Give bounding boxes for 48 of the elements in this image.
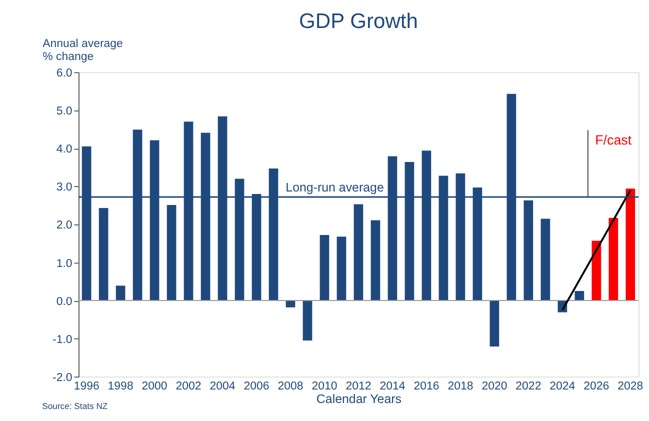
x-tick-label: 2012	[346, 380, 372, 393]
bar	[540, 218, 550, 300]
bar	[116, 286, 126, 300]
bar	[286, 300, 296, 308]
y-tick-label: 0.0	[56, 296, 72, 308]
y-tick-label: 4.0	[56, 144, 72, 156]
bar	[354, 204, 364, 300]
x-tick-label: 2028	[618, 380, 644, 393]
bar	[490, 300, 500, 347]
x-tick-label: 2000	[142, 380, 168, 393]
y-tick-label: 1.0	[56, 258, 72, 270]
bar	[608, 218, 618, 300]
x-tick-label: 2008	[278, 380, 304, 393]
y-tick-label: -1.0	[52, 334, 72, 346]
bar	[524, 200, 534, 300]
x-tick-label: 2026	[584, 380, 610, 393]
y-tick-label: 5.0	[56, 106, 72, 118]
bar	[320, 235, 330, 300]
bar	[574, 290, 584, 300]
source-note: Source: Stats NZ	[42, 401, 108, 412]
x-tick-label: 2010	[312, 380, 338, 393]
y-tick-label: 6.0	[56, 68, 72, 80]
x-tick-label: 2014	[380, 380, 406, 393]
ref-line-label: Long-run average	[286, 180, 384, 194]
x-tick-label: 1998	[108, 380, 134, 393]
x-tick-label: 2020	[482, 380, 508, 393]
bar	[592, 240, 602, 300]
bar	[370, 220, 380, 300]
x-tick-label: 2006	[244, 380, 270, 393]
x-tick-label: 2018	[448, 380, 474, 393]
bar	[626, 188, 636, 300]
x-tick-label: 2004	[210, 380, 236, 393]
y-tick-label: -2.0	[52, 372, 72, 384]
y-tick-label: 2.0	[56, 220, 72, 232]
bar	[302, 300, 312, 340]
bar	[336, 236, 346, 300]
ref-line-label: F/cast	[595, 132, 632, 148]
y-axis-title: Annual average % change	[42, 38, 123, 64]
x-tick-label: 2022	[516, 380, 542, 393]
bar	[166, 204, 176, 300]
chart-title: GDP Growth	[299, 10, 418, 34]
x-tick-label: 1996	[74, 380, 100, 393]
bar	[98, 208, 108, 300]
x-tick-label: 2002	[176, 380, 202, 393]
x-tick-label: 2016	[414, 380, 440, 393]
y-tick-label: 3.0	[56, 182, 72, 194]
x-axis-title: Calendar Years	[316, 392, 402, 406]
x-tick-label: 2024	[550, 380, 576, 393]
